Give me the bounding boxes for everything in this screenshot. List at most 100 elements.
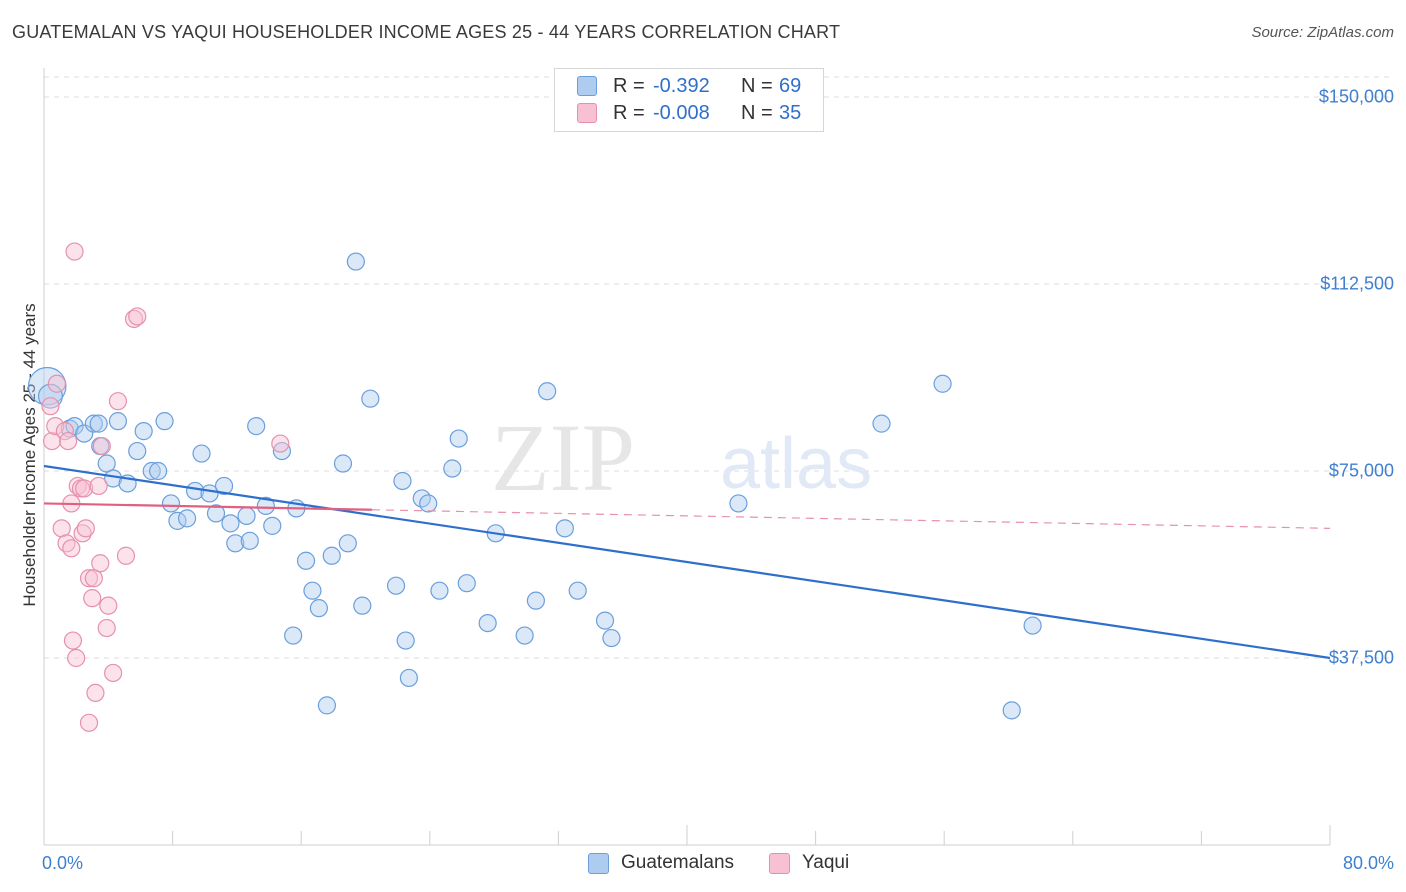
point-yaqui-1 bbox=[42, 431, 62, 451]
y-tick-label-0: $37,500 bbox=[1328, 647, 1394, 668]
trend-yaqui-solid bbox=[43, 502, 372, 511]
series-legend: Guatemalans Yaqui bbox=[0, 852, 1406, 878]
point-guatemalans-66 bbox=[933, 374, 952, 393]
point-guatemalans-64 bbox=[729, 494, 748, 513]
point-guatemalans-58 bbox=[526, 591, 545, 610]
watermark-atlas: atlas bbox=[720, 424, 872, 504]
point-guatemalans-47 bbox=[396, 631, 415, 650]
point-guatemalans-27 bbox=[237, 506, 256, 525]
trend-lines bbox=[43, 464, 1331, 660]
point-guatemalans-5 bbox=[84, 414, 103, 433]
point-yaqui-3 bbox=[47, 374, 66, 393]
point-yaqui-24 bbox=[91, 554, 110, 573]
point-guatemalans-43 bbox=[353, 596, 372, 615]
point-yaqui-32 bbox=[128, 307, 147, 326]
legend-row-yaqui: R = -0.008 N = 35 bbox=[577, 100, 801, 126]
point-yaqui-20 bbox=[83, 589, 102, 608]
point-guatemalans-6 bbox=[89, 414, 108, 433]
legend-row-guatemalans: R = -0.392 N = 69 bbox=[577, 73, 801, 99]
legend-n-value: 69 bbox=[779, 74, 802, 97]
legend-n-label: N = bbox=[741, 101, 773, 124]
axes bbox=[43, 68, 1331, 846]
point-guatemalans-13 bbox=[134, 422, 153, 441]
point-yaqui-26 bbox=[97, 618, 116, 638]
point-guatemalans-61 bbox=[568, 581, 587, 600]
point-guatemalans-19 bbox=[177, 509, 197, 528]
point-guatemalans-24 bbox=[214, 476, 234, 496]
point-guatemalans-28 bbox=[240, 531, 259, 550]
point-yaqui-16 bbox=[75, 479, 94, 498]
point-guatemalans-4 bbox=[75, 424, 94, 443]
x-tick-min: 0.0% bbox=[42, 853, 84, 873]
legend-n-value: 35 bbox=[779, 101, 802, 124]
point-guatemalans-54 bbox=[457, 574, 476, 593]
point-yaqui-31 bbox=[124, 309, 144, 329]
point-yaqui-12 bbox=[67, 648, 86, 668]
point-guatemalans-44 bbox=[361, 389, 380, 408]
point-yaqui-27 bbox=[99, 596, 118, 615]
point-yaqui-23 bbox=[89, 476, 108, 496]
point-guatemalans-3 bbox=[65, 417, 84, 436]
point-guatemalans-29 bbox=[247, 417, 266, 436]
point-yaqui-7 bbox=[59, 431, 78, 451]
watermark-zip: ZIP bbox=[491, 404, 635, 511]
legend-r-value: -0.008 bbox=[653, 101, 710, 124]
point-guatemalans-41 bbox=[338, 534, 357, 553]
y-tick-label-1: $75,000 bbox=[1328, 460, 1394, 481]
point-yaqui-25 bbox=[92, 436, 111, 456]
point-yaqui-19 bbox=[79, 713, 99, 732]
point-guatemalans-10 bbox=[108, 412, 128, 431]
point-yaqui-6 bbox=[57, 534, 76, 553]
point-guatemalans-62 bbox=[595, 611, 615, 630]
chart-source: Source: ZipAtlas.com bbox=[1251, 24, 1394, 41]
point-guatemalans-14 bbox=[142, 461, 161, 481]
point-guatemalans-15 bbox=[149, 461, 168, 481]
point-guatemalans-8 bbox=[97, 454, 116, 473]
legend-swatch-guatemalans bbox=[588, 852, 609, 874]
point-guatemalans-50 bbox=[419, 494, 438, 513]
trend-yaqui-dashed bbox=[371, 509, 1331, 529]
point-yaqui-10 bbox=[63, 631, 83, 650]
point-guatemalans-48 bbox=[399, 668, 419, 688]
point-guatemalans-26 bbox=[226, 534, 245, 553]
point-yaqui-29 bbox=[108, 392, 128, 411]
legend-label-guatemalans: Guatemalans bbox=[621, 852, 735, 873]
point-guatemalans-39 bbox=[322, 546, 341, 565]
point-guatemalans-46 bbox=[393, 471, 412, 491]
point-yaqui-2 bbox=[46, 417, 65, 436]
legend-item-guatemalans[interactable]: Guatemalans bbox=[588, 852, 734, 874]
point-yaqui-15 bbox=[73, 524, 92, 543]
point-yaqui-30 bbox=[116, 546, 136, 565]
legend-n-label: N = bbox=[741, 74, 773, 97]
chart-title: GUATEMALAN VS YAQUI HOUSEHOLDER INCOME A… bbox=[12, 22, 841, 42]
point-guatemalans-25 bbox=[221, 514, 240, 533]
point-yaqui-17 bbox=[76, 519, 95, 538]
legend-swatch-yaqui bbox=[577, 103, 597, 123]
point-guatemalans-51 bbox=[430, 581, 449, 600]
point-yaqui-8 bbox=[62, 539, 81, 558]
point-guatemalans-0 bbox=[27, 366, 67, 406]
legend-label-yaqui: Yaqui bbox=[802, 852, 850, 873]
point-guatemalans-57 bbox=[515, 626, 534, 645]
legend-item-yaqui[interactable]: Yaqui bbox=[769, 852, 849, 874]
point-yaqui-5 bbox=[55, 422, 74, 441]
point-guatemalans-45 bbox=[386, 576, 406, 595]
point-yaqui-33 bbox=[271, 434, 290, 453]
point-yaqui-18 bbox=[79, 569, 99, 588]
point-guatemalans-59 bbox=[538, 382, 557, 401]
point-guatemalans-55 bbox=[478, 613, 497, 633]
point-guatemalans-65 bbox=[872, 414, 891, 433]
point-yaqui-0 bbox=[41, 397, 60, 416]
point-guatemalans-52 bbox=[443, 459, 462, 478]
legend-swatch-guatemalans bbox=[577, 76, 597, 96]
point-guatemalans-63 bbox=[602, 628, 621, 648]
point-guatemalans-17 bbox=[161, 494, 181, 513]
y-tick-label-2: $112,500 bbox=[1320, 273, 1394, 294]
point-guatemalans-40 bbox=[333, 454, 353, 473]
point-guatemalans-23 bbox=[206, 504, 226, 523]
point-guatemalans-68 bbox=[1023, 616, 1042, 635]
point-guatemalans-67 bbox=[1002, 701, 1021, 720]
point-guatemalans-33 bbox=[284, 626, 303, 645]
point-guatemalans-35 bbox=[296, 551, 316, 570]
